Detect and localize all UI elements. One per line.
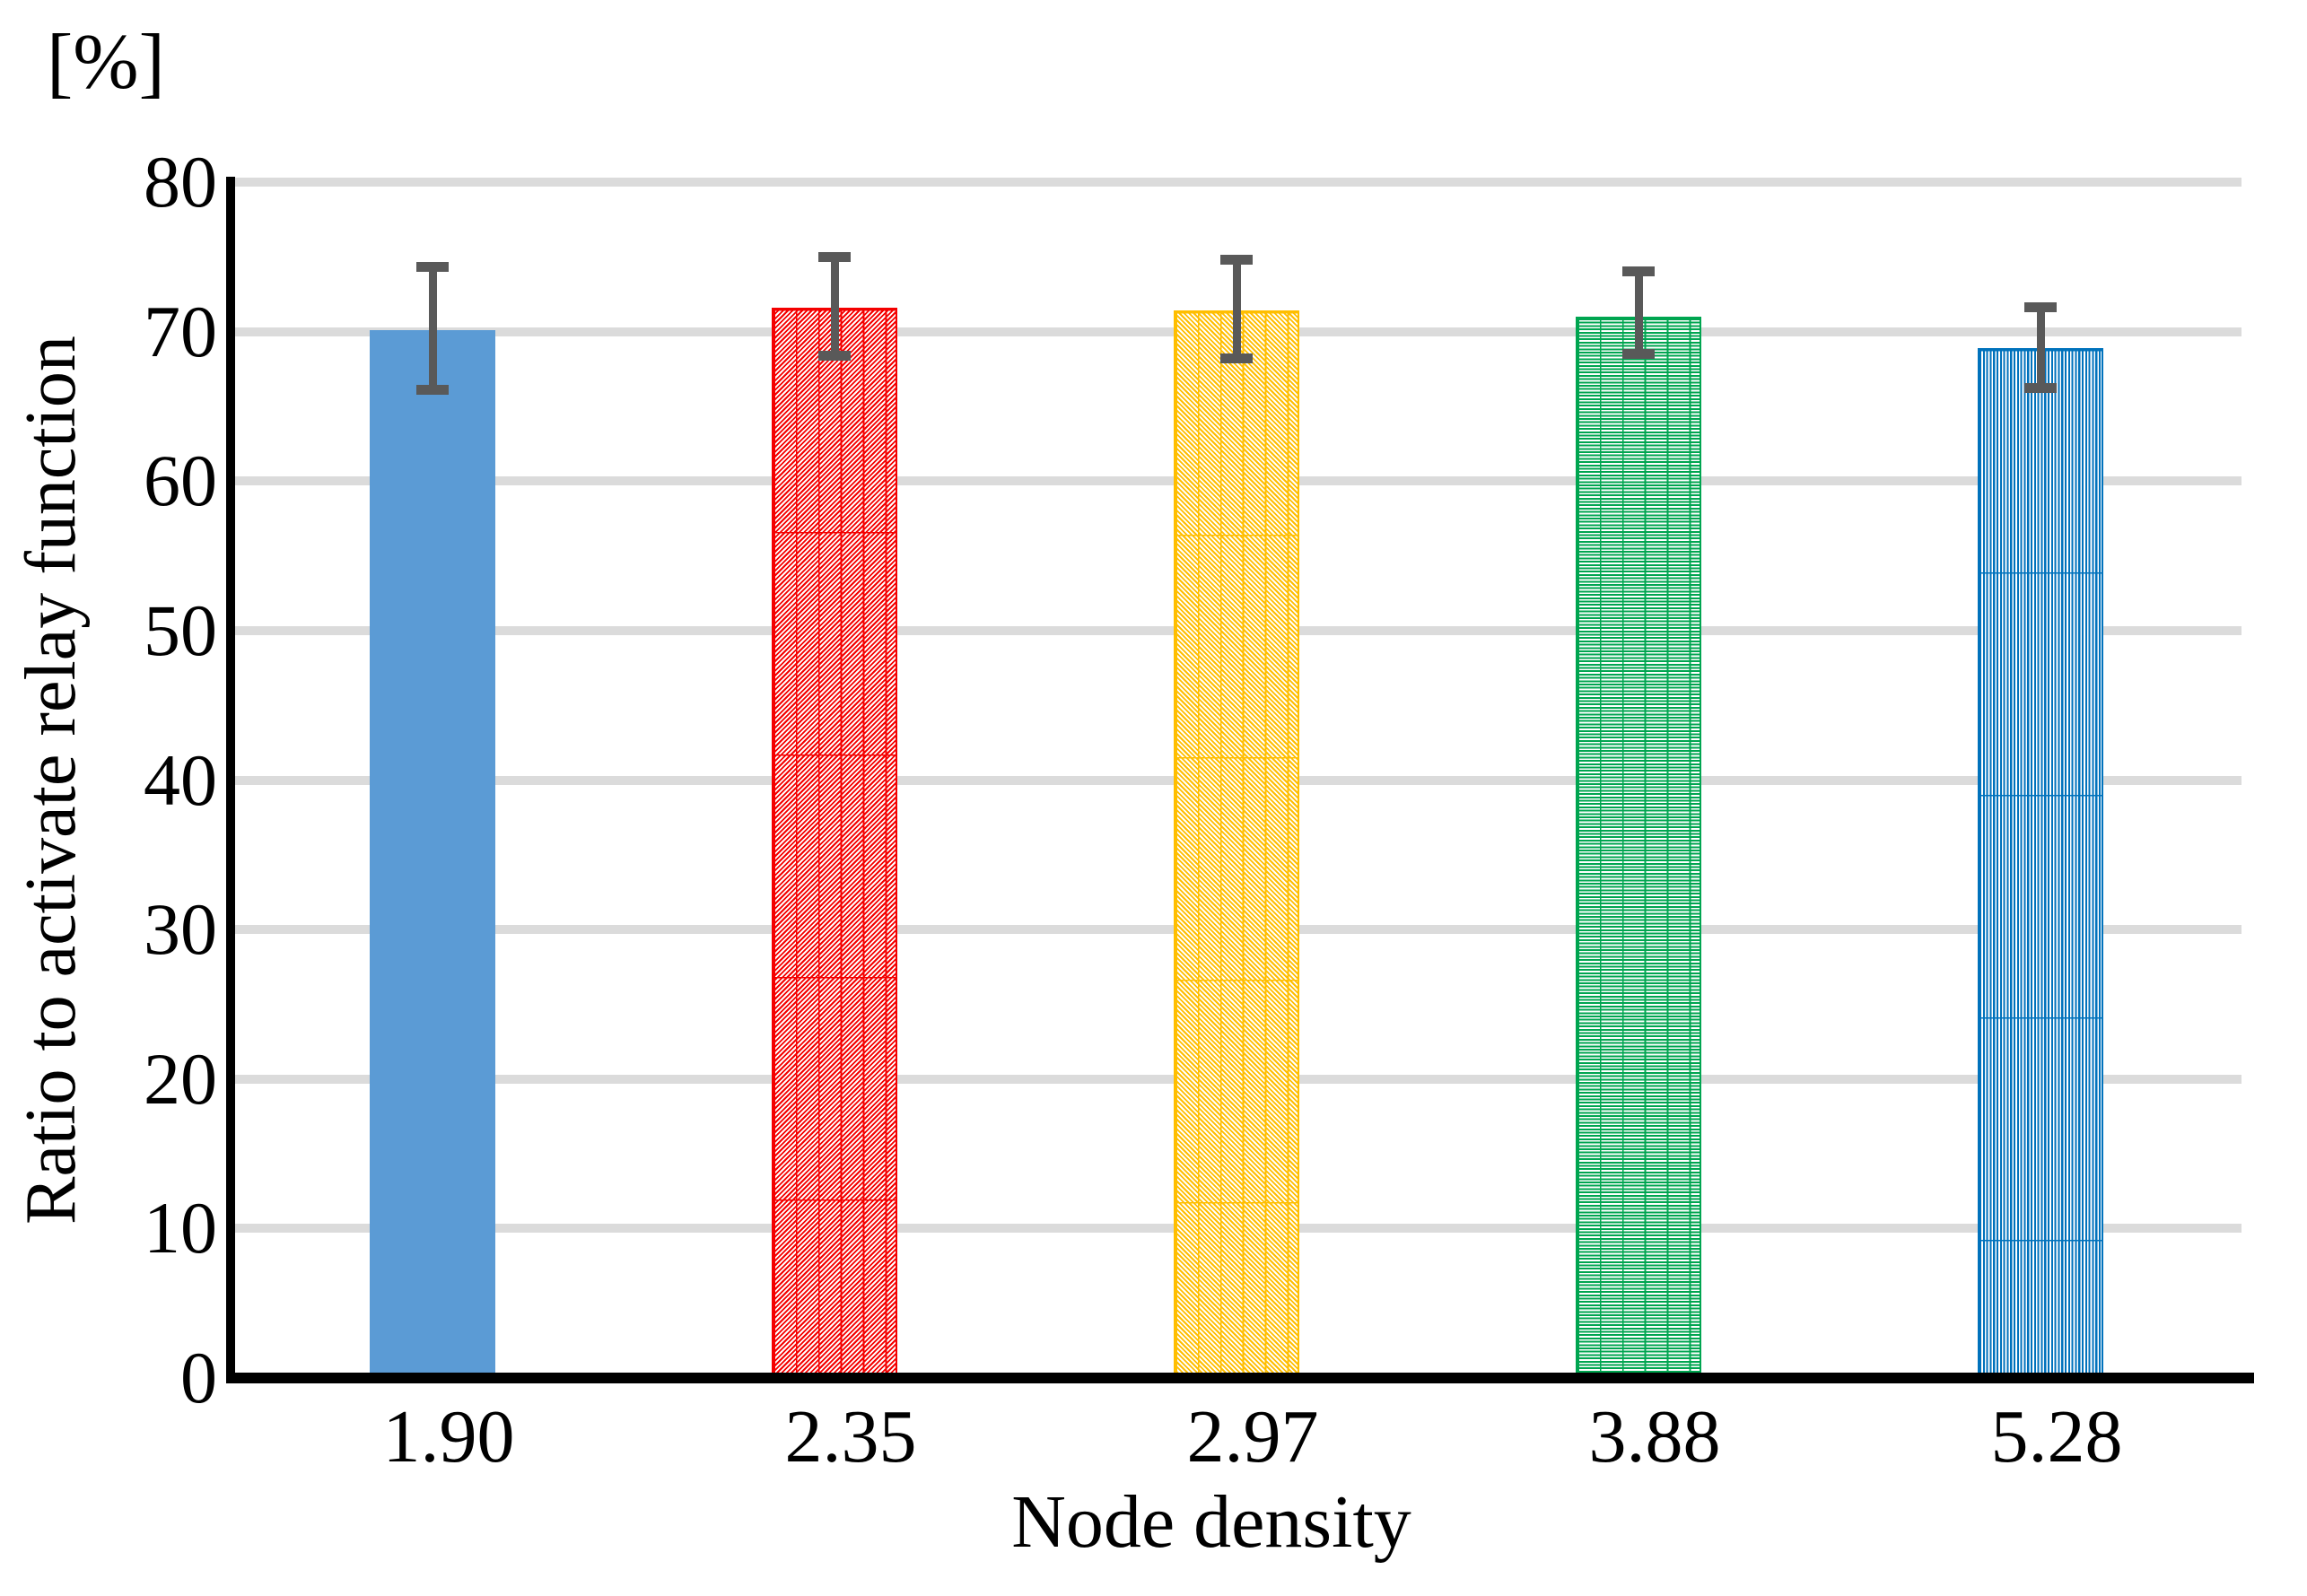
x-tick-label: 2.35 [784, 1395, 917, 1478]
y-tick-label: 30 [144, 888, 217, 971]
bar-2.35 [772, 307, 897, 1378]
x-axis-line [226, 1373, 2254, 1383]
error-bar-cap-top [1220, 255, 1253, 266]
error-bar-cap-top [416, 262, 449, 273]
y-axis-line [226, 177, 235, 1383]
y-tick-label: 80 [144, 141, 217, 222]
y-tick-label: 10 [144, 1187, 217, 1269]
error-bar-cap-top [818, 251, 851, 262]
error-bar-stem [1634, 271, 1643, 354]
x-tick-label: 5.28 [1990, 1395, 2123, 1478]
y-tick-label: 20 [144, 1037, 217, 1120]
x-tick-label: 3.88 [1588, 1395, 1721, 1478]
x-tick-label: 1.90 [382, 1395, 515, 1478]
error-bar-stem [2036, 307, 2045, 388]
bar-3.88 [1576, 316, 1701, 1378]
y-tick-label: 50 [144, 589, 217, 671]
error-bar-cap-top [2024, 302, 2057, 313]
y-axis-unit-label: [%] [47, 19, 165, 106]
x-tick-label: 2.97 [1186, 1395, 1319, 1478]
error-bar-cap-bottom [2024, 383, 2057, 394]
y-tick-label: 60 [144, 440, 217, 522]
y-tick-label: 40 [144, 738, 217, 821]
gridline-80 [233, 178, 2241, 187]
error-bar-cap-bottom [416, 385, 449, 396]
y-tick-label: 70 [144, 290, 217, 372]
error-bar-stem [830, 257, 839, 356]
error-bar-cap-bottom [818, 350, 851, 361]
bar-1.90 [370, 329, 495, 1378]
error-bar-cap-bottom [1220, 353, 1253, 364]
error-bar-stem [428, 266, 437, 390]
error-bar-cap-top [1622, 266, 1655, 277]
x-axis-title: Node density [1011, 1480, 1411, 1564]
plot-area [232, 178, 2241, 1378]
error-bar-stem [1232, 259, 1241, 359]
bar-5.28 [1978, 347, 2103, 1378]
y-tick-label: 0 [180, 1337, 217, 1418]
bar-2.97 [1174, 310, 1299, 1378]
error-bar-cap-bottom [1622, 349, 1655, 360]
